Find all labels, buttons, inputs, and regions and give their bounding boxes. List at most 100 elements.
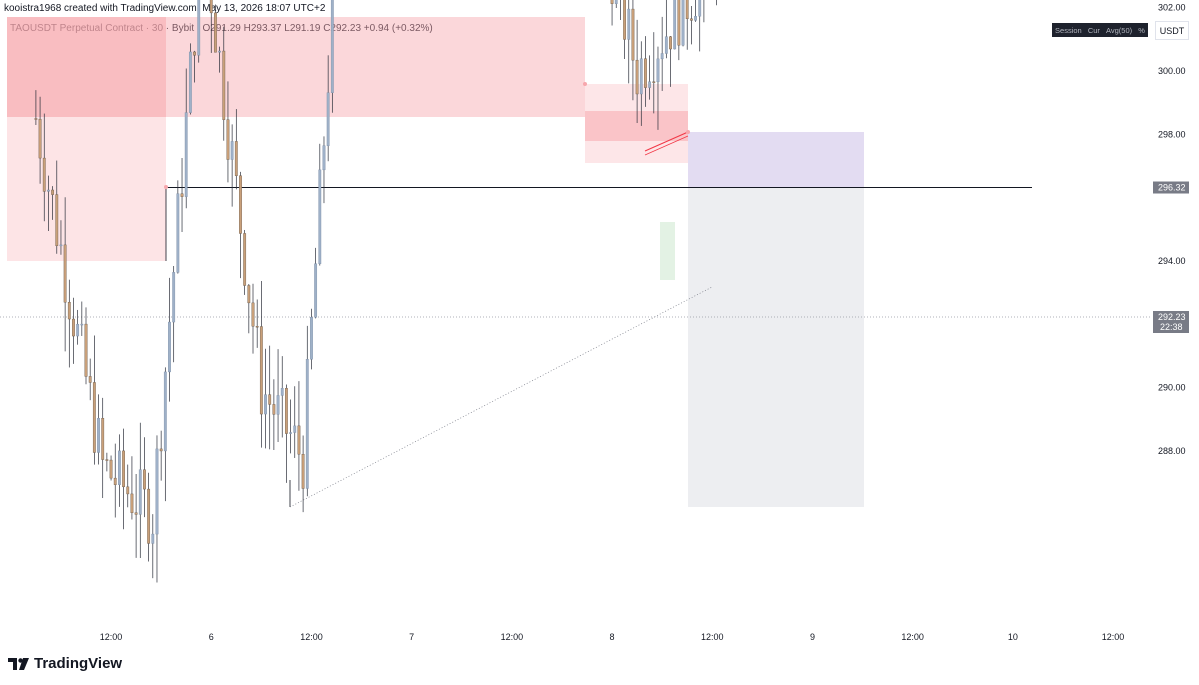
candle [259, 280, 263, 448]
candle [76, 309, 80, 345]
last-price-badge: 292.23 [1158, 312, 1186, 322]
y-tick-label: 300.00 [1158, 66, 1186, 76]
wedge-lower-line[interactable] [644, 135, 689, 156]
candle [280, 356, 284, 438]
risk-zone[interactable] [688, 132, 864, 187]
price-level-lines [0, 187, 1150, 507]
last-price-badge-bg [1153, 310, 1189, 333]
x-tick-label: 7 [409, 632, 414, 642]
candle [648, 55, 652, 100]
created-by-text: kooistra1968 created with TradingView.co… [4, 3, 326, 14]
candle [681, 0, 685, 47]
candle [664, 0, 668, 59]
candle [276, 349, 280, 442]
candle [239, 171, 242, 279]
candle [268, 345, 272, 450]
order-block-core[interactable] [585, 111, 688, 141]
top-marker [583, 82, 587, 86]
candle [209, 0, 213, 53]
candle [84, 307, 88, 385]
diagonal-trendline[interactable] [289, 286, 713, 508]
candle [176, 180, 180, 274]
tradingview-logo-icon [8, 657, 29, 670]
candle [289, 399, 292, 454]
candle [130, 456, 134, 520]
candle [59, 220, 63, 255]
currency-selector[interactable]: USDT [1155, 21, 1189, 40]
candle [101, 397, 105, 499]
candle [193, 50, 196, 83]
y-tick-label: 288.00 [1158, 446, 1186, 456]
support-price-badge: 296.32 [1158, 183, 1186, 193]
candle [63, 197, 67, 352]
supply-zone-core[interactable] [7, 17, 166, 117]
indicator-cur: Cur [1087, 25, 1100, 35]
candle [703, 0, 705, 23]
candle [168, 277, 171, 402]
indicator-bar[interactable]: Session Cur Avg(50) % [1052, 23, 1148, 37]
candle [272, 379, 276, 450]
candle [47, 175, 50, 231]
candle [247, 283, 251, 334]
candle [184, 68, 188, 209]
swing-high-marker [164, 185, 168, 189]
price-axis: 288.00290.00294.00298.00300.00302.00304.… [1153, 3, 1189, 456]
last-price-badge-countdown: 22:38 [1160, 322, 1183, 332]
close-value: 292.23 [330, 23, 362, 34]
candle [172, 266, 176, 363]
x-tick-label: 10 [1008, 632, 1018, 642]
close-label: C [323, 23, 331, 34]
indicator-pct: % [1138, 25, 1145, 35]
x-tick-label: 12:00 [300, 632, 323, 642]
candles-layer [34, 0, 717, 583]
support-price-badge-bg [1153, 181, 1189, 194]
candle [197, 0, 201, 63]
tradingview-logo[interactable]: TradingView [8, 655, 122, 672]
overlays-layer [164, 82, 713, 508]
x-tick-label: 12:00 [901, 632, 924, 642]
candle [314, 247, 318, 319]
candle [234, 109, 238, 190]
candle [310, 308, 313, 370]
candle [126, 464, 130, 508]
candle [92, 335, 96, 465]
candle [285, 384, 288, 483]
candle [143, 437, 146, 518]
x-tick-label: 12:00 [100, 632, 123, 642]
x-tick-label: 12:00 [501, 632, 524, 642]
candle [118, 434, 121, 507]
candle [685, 0, 689, 50]
y-tick-label: 294.00 [1158, 256, 1186, 266]
indicator-session: Session [1055, 25, 1082, 35]
indicator-avg: Avg(50) [1106, 25, 1133, 35]
candle [243, 229, 247, 295]
candle [264, 348, 267, 449]
candle [614, 0, 618, 8]
candle [635, 19, 639, 124]
candle [694, 0, 697, 22]
candle [88, 358, 92, 401]
high-label: H [243, 23, 251, 34]
candle [163, 367, 167, 502]
drawing-zones [7, 17, 864, 507]
supply-zone-lower[interactable] [7, 117, 166, 261]
candle [134, 473, 138, 558]
candle [55, 160, 59, 254]
candle [656, 46, 660, 130]
candle [97, 394, 100, 465]
wedge-upper-line[interactable] [644, 131, 689, 152]
candle [180, 157, 184, 232]
low-label: L [284, 23, 290, 34]
candle [222, 26, 226, 141]
candle [122, 428, 125, 530]
candle [293, 386, 297, 458]
wedge-marker [686, 130, 690, 134]
open-value: 291.29 [210, 23, 241, 34]
x-tick-label: 8 [610, 632, 615, 642]
candle [226, 81, 230, 183]
y-tick-label: 302.00 [1158, 3, 1186, 13]
candle [109, 455, 113, 481]
candle [627, 0, 631, 84]
target-zone[interactable] [688, 187, 864, 507]
